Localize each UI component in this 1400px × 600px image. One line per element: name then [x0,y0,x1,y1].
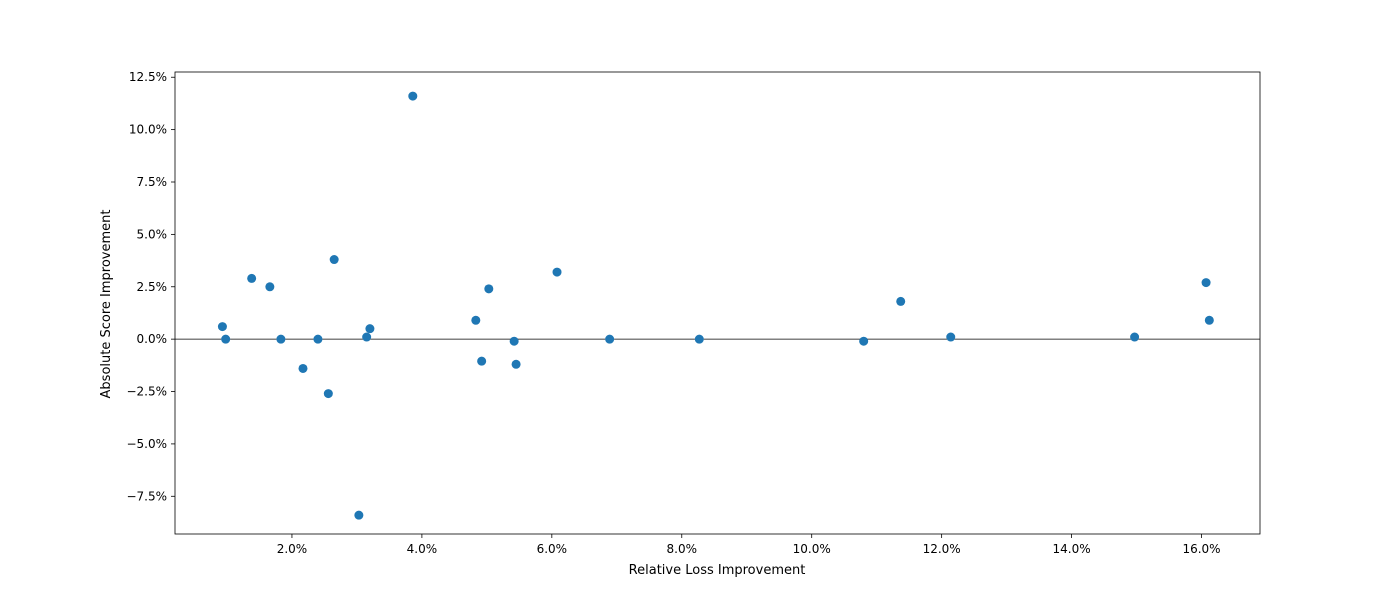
y-tick-label-3: 0.0% [137,332,168,346]
data-point-14 [477,356,487,366]
y-tick-label-0: −7.5% [126,489,167,503]
x-tick-label-0: 2.0% [277,542,308,556]
x-tick-label-6: 14.0% [1053,542,1091,556]
x-axis-title: Relative Loss Improvement [629,563,806,578]
data-point-13 [471,315,481,325]
data-point-9 [354,510,364,520]
data-point-1 [221,334,231,344]
data-point-19 [605,334,615,344]
data-point-18 [552,267,562,277]
data-point-16 [509,336,519,346]
y-tick-label-6: 7.5% [137,175,168,189]
x-tick-label-1: 4.0% [407,542,438,556]
data-point-8 [329,255,339,265]
data-point-17 [511,359,521,369]
y-tick-label-2: −2.5% [126,385,167,399]
data-point-26 [1204,315,1214,325]
data-point-20 [694,334,704,344]
data-point-4 [276,334,286,344]
data-point-6 [313,334,323,344]
x-tick-label-5: 12.0% [923,542,961,556]
x-tick-label-4: 10.0% [793,542,831,556]
y-tick-label-1: −5.0% [126,437,167,451]
data-point-10 [362,332,372,342]
data-point-0 [217,322,227,332]
data-point-24 [1130,332,1140,342]
data-point-15 [484,284,494,294]
data-point-21 [859,336,869,346]
x-tick-label-7: 16.0% [1182,542,1220,556]
y-tick-label-5: 5.0% [137,227,168,241]
y-axis-title: Absolute Score Improvement [99,210,114,399]
data-point-23 [946,332,956,342]
data-point-11 [365,324,375,334]
y-tick-label-7: 10.0% [129,123,167,137]
data-point-25 [1201,278,1211,288]
data-point-12 [408,91,418,101]
plot-area: 2.0% 4.0% 6.0% 8.0% 10.0% 12.0% 14.0% 16.0% −7.5… [126,70,1261,556]
data-point-7 [323,389,333,399]
x-tick-label-2: 6.0% [537,542,568,556]
y-tick-label-8: 12.5% [129,70,167,84]
data-point-2 [247,273,257,283]
plot-frame [174,71,1261,535]
data-point-3 [265,282,275,292]
y-tick-label-4: 2.5% [137,280,168,294]
data-point-22 [896,296,906,306]
data-point-5 [298,363,308,373]
x-tick-label-3: 8.0% [667,542,698,556]
